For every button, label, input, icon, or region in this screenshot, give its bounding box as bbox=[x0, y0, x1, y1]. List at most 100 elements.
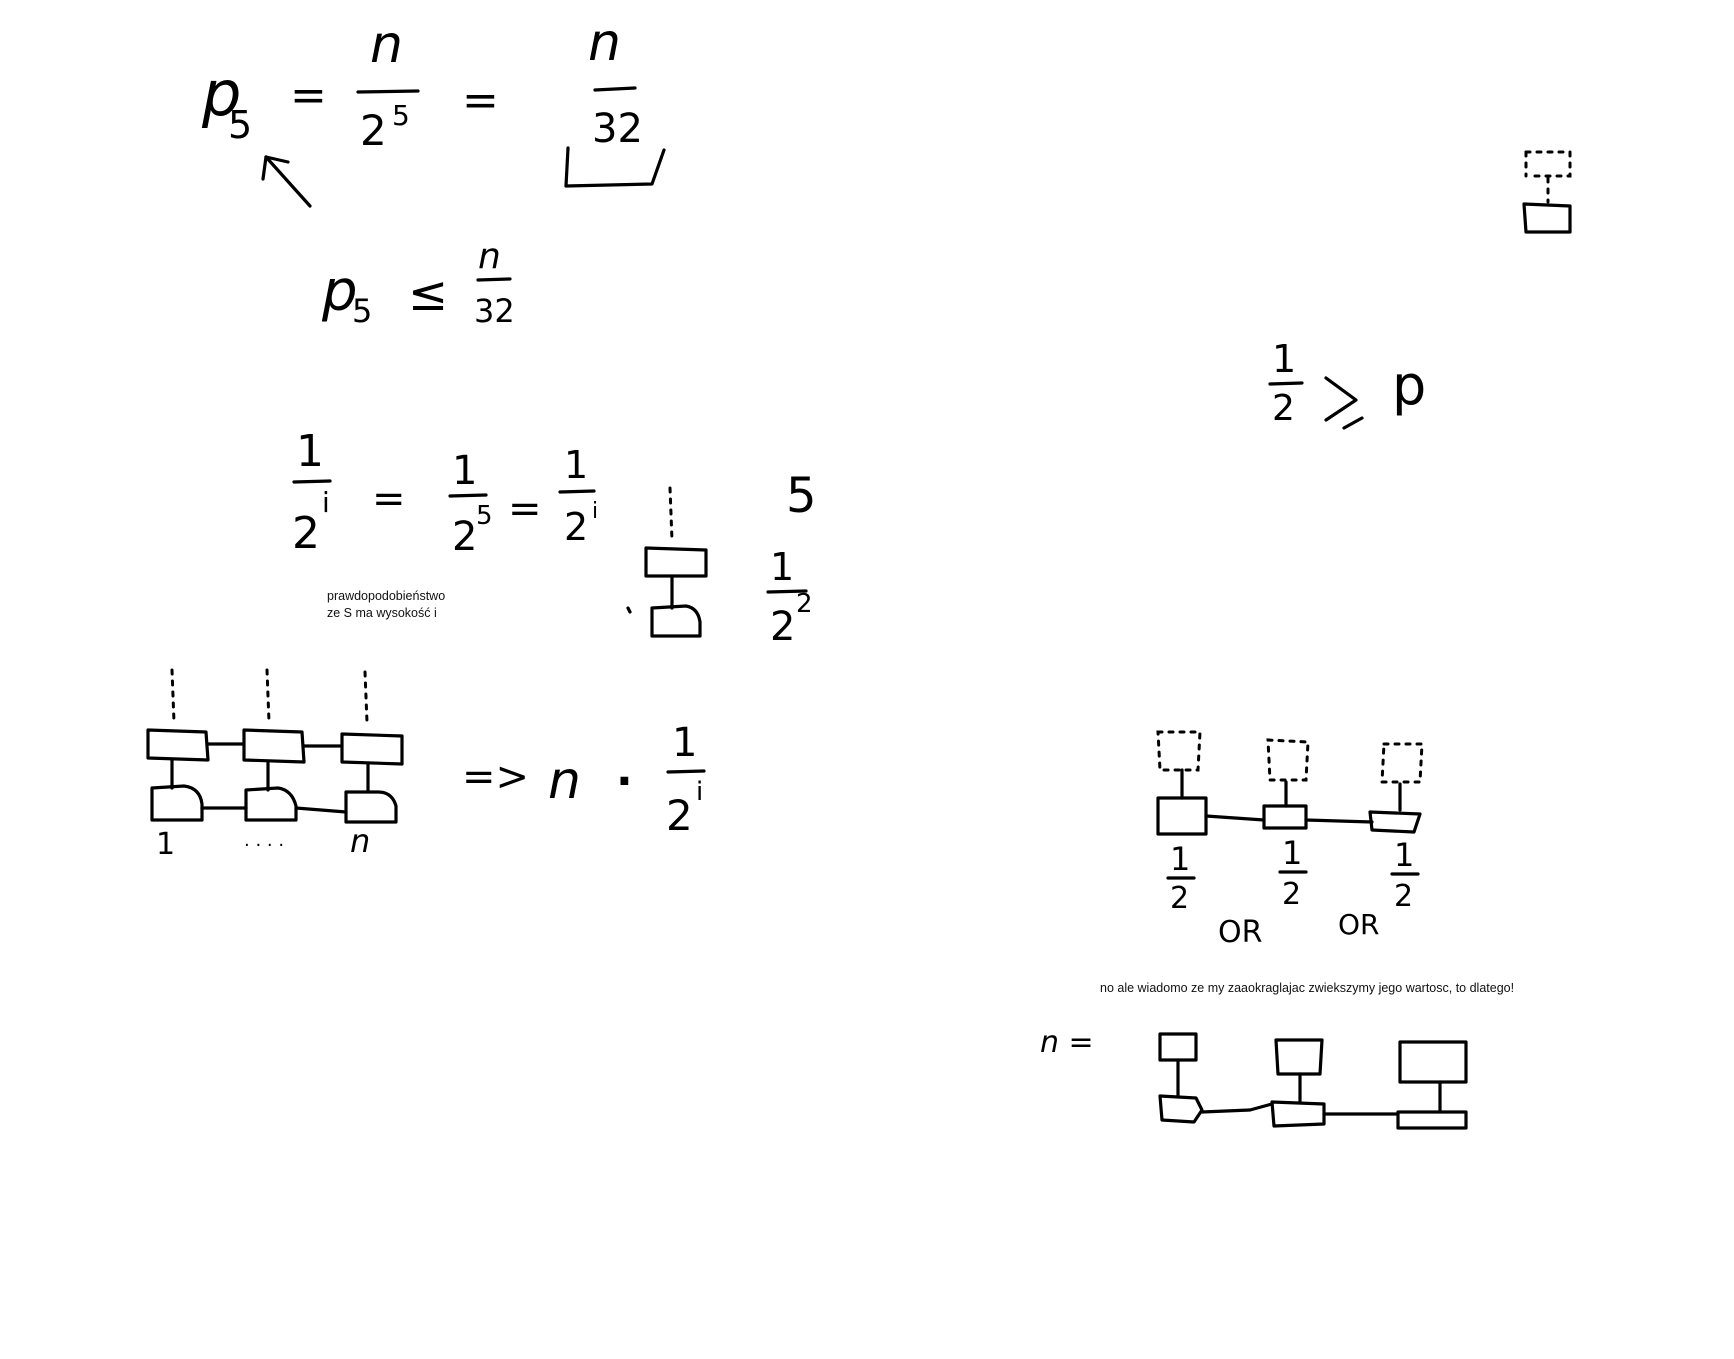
denominator-32-2: 32 bbox=[474, 292, 515, 330]
label-dots: . . . . bbox=[244, 830, 284, 851]
greater-than-sign bbox=[1324, 376, 1358, 422]
node-3 bbox=[1368, 810, 1422, 834]
p5-symbol-2: p bbox=[321, 259, 358, 324]
arrow-shaft bbox=[264, 155, 312, 208]
fraction-bar-b bbox=[448, 493, 488, 498]
upper-node-c bbox=[1398, 1040, 1468, 1084]
col3-dotted-link bbox=[363, 670, 369, 724]
formula-p5-equals: p 5 = n 2 5 = n 32 bbox=[201, 13, 666, 208]
tower-tick bbox=[626, 606, 632, 614]
denominator-2-c: 2 bbox=[564, 505, 588, 549]
link-node-2-3 bbox=[1304, 818, 1374, 824]
node-2 bbox=[1262, 804, 1308, 830]
denominator-2: 2 bbox=[360, 106, 387, 155]
fraction-bar-2 bbox=[593, 86, 637, 92]
prob-2-denominator: 2 bbox=[1282, 877, 1301, 912]
lower-node-b bbox=[1270, 1100, 1326, 1128]
denominator-2-b: 2 bbox=[452, 514, 477, 560]
exponent-i-a: i bbox=[322, 486, 330, 519]
floor-bracket bbox=[564, 146, 666, 188]
numerator-n-3: n bbox=[478, 236, 501, 277]
equals-3: = bbox=[372, 476, 406, 522]
formula-expected-count: => n · 1 2 i bbox=[462, 720, 706, 840]
lower-node-1 bbox=[150, 784, 204, 822]
numerator-1-c: 1 bbox=[564, 443, 588, 487]
fraction-bar-c bbox=[558, 489, 596, 494]
p5-subscript-2: 5 bbox=[352, 292, 372, 330]
denominator-2-d: 2 bbox=[770, 604, 795, 650]
exponent-2-d: 2 bbox=[796, 589, 813, 619]
label-1: 1 bbox=[156, 827, 175, 862]
probability-note: prawdopodobieństwo ze S ma wysokość i bbox=[327, 588, 445, 622]
dashed-box-2 bbox=[1266, 738, 1310, 782]
numerator-1-d: 1 bbox=[770, 545, 794, 589]
exponent-5-b: 5 bbox=[476, 501, 493, 531]
col2-dotted-link bbox=[265, 668, 271, 724]
skiplist-n-elements: 1 . . . . n bbox=[146, 668, 404, 862]
lower-node-a bbox=[1158, 1094, 1204, 1124]
rounding-note: no ale wiadomo ze my zaaokraglajac zwiek… bbox=[1100, 981, 1515, 995]
exponent-i-c: i bbox=[592, 499, 598, 524]
exponent-i-e: i bbox=[696, 777, 703, 807]
lower-link-2-3 bbox=[294, 806, 348, 814]
greater-than-underline bbox=[1342, 416, 1364, 430]
upper-node-1 bbox=[146, 728, 210, 762]
n-factor: n bbox=[548, 751, 581, 811]
or-label-1: OR bbox=[1218, 915, 1262, 950]
upper-node-b bbox=[1274, 1038, 1324, 1076]
skiplist-rounded: n = bbox=[1040, 1025, 1468, 1130]
denominator-exponent-5: 5 bbox=[392, 99, 410, 132]
probability-note-line-1: prawdopodobieństwo bbox=[327, 589, 446, 603]
numerator-1-f: 1 bbox=[1272, 337, 1296, 381]
denominator-2-e: 2 bbox=[666, 791, 693, 840]
node-tower-height-2: 5 1 2 2 bbox=[626, 468, 817, 650]
formula-one-over-two-i: 1 2 i = 1 2 5 = 1 2 i bbox=[292, 426, 598, 560]
or-label-2: OR bbox=[1338, 908, 1380, 941]
denominator-32: 32 bbox=[592, 106, 643, 152]
implies-arrow: => bbox=[462, 754, 529, 800]
probability-note-line-2: ze S ma wysokość i bbox=[327, 606, 437, 620]
formula-p5-leq: p 5 ≤ n 32 bbox=[321, 236, 515, 330]
leq-sign: ≤ bbox=[408, 266, 448, 322]
arrow-head bbox=[261, 155, 290, 181]
fraction-bar-3 bbox=[476, 277, 512, 282]
equals-2: = bbox=[462, 75, 499, 126]
lower-link-a-b bbox=[1200, 1102, 1274, 1114]
numerator-n-2: n bbox=[588, 13, 621, 73]
lower-node-3 bbox=[344, 790, 398, 824]
dashed-box-3 bbox=[1380, 742, 1424, 784]
lower-node-c bbox=[1396, 1110, 1468, 1130]
n-equals: n = bbox=[1040, 1025, 1094, 1060]
col1-dotted-link bbox=[170, 668, 176, 724]
fraction-bar-a bbox=[292, 479, 332, 484]
tower-top-box bbox=[644, 546, 708, 578]
equals-1: = bbox=[290, 70, 327, 121]
dashed-upper-box bbox=[1524, 150, 1572, 178]
prob-1-numerator: 1 bbox=[1170, 840, 1190, 878]
tower-top-right bbox=[1522, 150, 1572, 234]
prob-3-numerator: 1 bbox=[1394, 836, 1414, 874]
fraction-bar-d bbox=[766, 589, 808, 594]
tower-bottom-box bbox=[650, 604, 702, 638]
p5-symbol: p bbox=[201, 57, 241, 130]
prob-3-denominator: 2 bbox=[1394, 879, 1413, 914]
numerator-n-1: n bbox=[370, 15, 403, 75]
formula-half-gt-p: 1 2 p bbox=[1268, 337, 1426, 430]
multiply-dot: · bbox=[616, 756, 633, 807]
upper-node-a bbox=[1158, 1032, 1198, 1062]
prob-2-numerator: 1 bbox=[1282, 834, 1302, 872]
dashed-box-1 bbox=[1156, 730, 1202, 772]
lower-node-2 bbox=[244, 786, 298, 822]
skiplist-coin-flip: 1 2 1 2 1 2 OR OR bbox=[1156, 730, 1424, 950]
level-5: 5 bbox=[786, 468, 817, 524]
numerator-1-a: 1 bbox=[296, 426, 324, 477]
upper-node-2 bbox=[242, 728, 306, 764]
denominator-2-f: 2 bbox=[1272, 388, 1295, 429]
node-1 bbox=[1156, 796, 1208, 836]
fraction-bar-1 bbox=[356, 89, 420, 94]
fraction-bar-e bbox=[666, 769, 706, 774]
p5-subscript: 5 bbox=[228, 103, 252, 147]
tower-dotted-link bbox=[668, 486, 674, 542]
label-n: n bbox=[350, 822, 370, 860]
